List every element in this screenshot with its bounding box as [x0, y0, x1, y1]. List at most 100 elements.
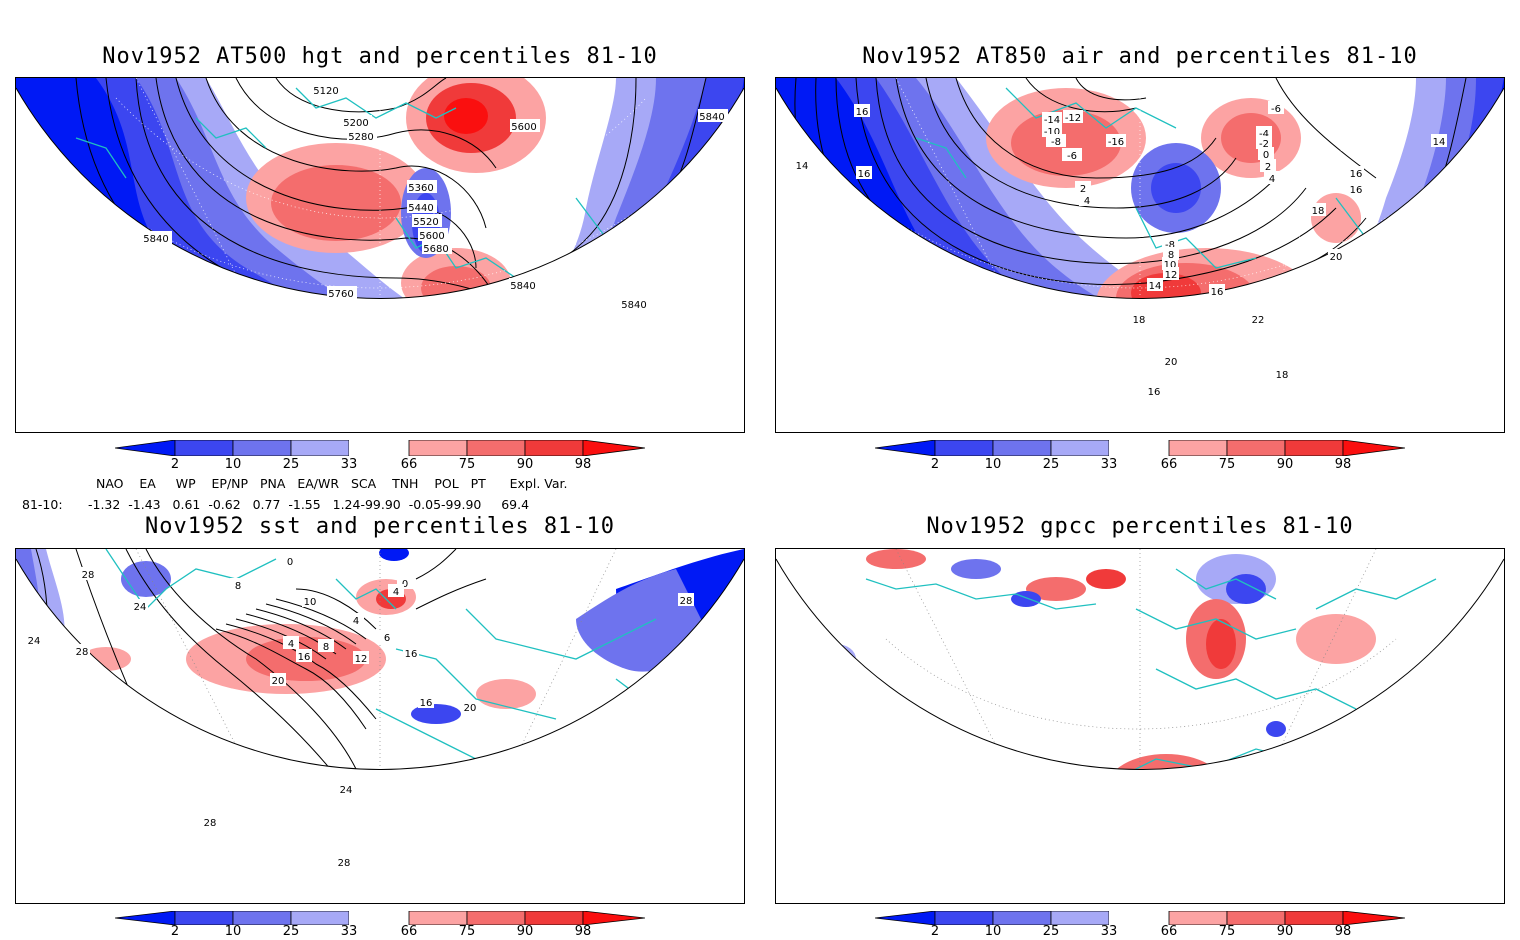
colorbar-tick-label: 33 [1100, 924, 1118, 939]
colorbar-tick-label: 98 [1334, 924, 1352, 939]
contour-label: -6 [1271, 104, 1281, 115]
contour-label: 28 [76, 647, 89, 658]
colorbar-tick-label: 10 [224, 457, 242, 472]
colorbar-tick-label: 33 [340, 924, 358, 939]
colorbar-tick-label: 90 [1276, 457, 1294, 472]
contour-label: 28 [204, 818, 217, 829]
colorbar-tick-label: 98 [574, 924, 592, 939]
contour-label: 14 [1149, 281, 1162, 292]
teleconnection-indices-values: -1.32 -1.43 0.61 -0.62 0.77 -1.55 1.24-9… [88, 497, 530, 512]
contour-labels-hgt500: 5120 5200 5280 5360 5440 5520 5600 5680 … [142, 83, 728, 311]
contour-label: 5600 [511, 122, 536, 133]
contour-label: 8 [235, 581, 241, 592]
contour-label: 2 [1265, 162, 1271, 173]
contour-label: 0 [1263, 150, 1269, 161]
title-gpcc: Nov1952 gpcc percentiles 81-10 [926, 514, 1354, 539]
colorbar-tick-label: 66 [400, 457, 418, 472]
contour-label: 28 [680, 596, 693, 607]
colorbar-tick-label: 98 [1334, 457, 1352, 472]
colorbar-tick-label: 33 [340, 457, 358, 472]
teleconnection-indices-row-label: 81-10: [22, 497, 63, 512]
contour-label: 5760 [328, 289, 353, 300]
contour-label: 6 [384, 633, 390, 644]
contour-label: 5280 [348, 132, 373, 143]
contour-label: 10 [304, 597, 317, 608]
contour-label: 4 [1084, 196, 1090, 207]
contour-label: 5200 [343, 118, 368, 129]
contour-label: 4 [393, 587, 399, 598]
contour-label: 16 [856, 107, 869, 118]
colorbar-swatches [114, 439, 646, 457]
colorbar-tick-label: 25 [282, 457, 300, 472]
colorbar-tick-label: 90 [1276, 924, 1294, 939]
contour-label: -8 [1165, 240, 1175, 251]
map-panel-sst: 28 24 28 24 16 20 4 8 12 10 6 0 4 0 4 16… [15, 548, 745, 904]
contour-label: 5840 [143, 234, 168, 245]
map-panel-gpcc [775, 548, 1505, 904]
contour-label: -12 [1065, 113, 1081, 124]
colorbar-tick-label: 2 [170, 457, 180, 472]
contour-label: 16 [1350, 185, 1363, 196]
contour-label: -16 [1108, 137, 1124, 148]
title-hgt500: Nov1952 AT500 hgt and percentiles 81-10 [102, 44, 658, 69]
contour-label: -6 [1067, 151, 1077, 162]
contour-label: -2 [1259, 139, 1269, 150]
colorbar-tick-label: 75 [458, 457, 476, 472]
colorbar-tick-label: 25 [1042, 457, 1060, 472]
colorbar-tick-label: 75 [1218, 924, 1236, 939]
contour-label: -14 [1044, 115, 1060, 126]
colorbar-sst: 2 10 25 33 66 75 90 98 [114, 910, 646, 940]
contour-label: -8 [1051, 137, 1061, 148]
colorbar-tick-label: 25 [282, 924, 300, 939]
contour-label: 5600 [419, 231, 444, 242]
contour-label: 5840 [510, 281, 535, 292]
contour-label: 20 [464, 703, 477, 714]
contour-label: 24 [28, 636, 41, 647]
colorbar-tick-label: 10 [984, 457, 1002, 472]
colorbar-tick-label: 10 [224, 924, 242, 939]
teleconnection-indices-header: NAO EA WP EP/NP PNA EA/WR SCA TNH POL PT… [96, 476, 568, 491]
contour-labels-air850: 14 16 16 -14 -10 -8 -6 -12 -16 -4 2 4 -2… [794, 101, 1447, 398]
contour-label: 0 [287, 557, 293, 568]
contour-label: 8 [1168, 250, 1174, 261]
contour-label: 8 [323, 642, 329, 653]
contour-label: 16 [858, 169, 871, 180]
contour-label: 16 [405, 649, 418, 660]
contour-label: 5360 [408, 183, 433, 194]
contour-label: 5520 [413, 217, 438, 228]
map-panel-air850: 14 16 16 -14 -10 -8 -6 -12 -16 -4 2 4 -2… [775, 77, 1505, 433]
contour-label: 22 [1252, 315, 1265, 326]
colorbar-tick-label: 90 [516, 457, 534, 472]
contour-label: 4 [1269, 174, 1275, 185]
colorbar-tick-label: 75 [1218, 457, 1236, 472]
contour-label: 16 [1148, 387, 1161, 398]
colorbar-tick-label: 98 [574, 457, 592, 472]
colorbar-tick-label: 90 [516, 924, 534, 939]
contour-label: 14 [796, 161, 809, 172]
contour-label: 20 [1330, 252, 1343, 263]
colorbar-air850: 2 10 25 33 66 75 90 98 [874, 439, 1406, 476]
contour-label: 16 [420, 698, 433, 709]
colorbar-tick-label: 2 [930, 924, 940, 939]
contour-label: 2 [1080, 184, 1086, 195]
colorbar-tick-label: 2 [170, 924, 180, 939]
colorbar-tick-label: 66 [1160, 457, 1178, 472]
colorbar-gpcc: 2 10 25 33 66 75 90 98 [874, 910, 1406, 940]
colorbar-tick-label: 66 [400, 924, 418, 939]
contour-label: 16 [298, 652, 311, 663]
contour-label: 5440 [408, 203, 433, 214]
contour-label: 5120 [313, 86, 338, 97]
contour-label: 5840 [699, 112, 724, 123]
colorbar-tick-label: 2 [930, 457, 940, 472]
contour-label: 24 [134, 602, 147, 613]
contour-label: 14 [1433, 137, 1446, 148]
map-panel-hgt500: 5120 5200 5280 5360 5440 5520 5600 5680 … [15, 77, 745, 433]
contour-label: 12 [355, 654, 368, 665]
title-sst: Nov1952 sst and percentiles 81-10 [144, 514, 616, 539]
contour-label: 28 [82, 570, 95, 581]
contour-label: 24 [340, 785, 353, 796]
contour-label: 0 [402, 579, 408, 590]
contour-label: 10 [1164, 260, 1177, 271]
colorbar-hgt500: 2 10 25 33 66 75 90 98 [114, 439, 646, 476]
colorbar-tick-label: 66 [1160, 924, 1178, 939]
